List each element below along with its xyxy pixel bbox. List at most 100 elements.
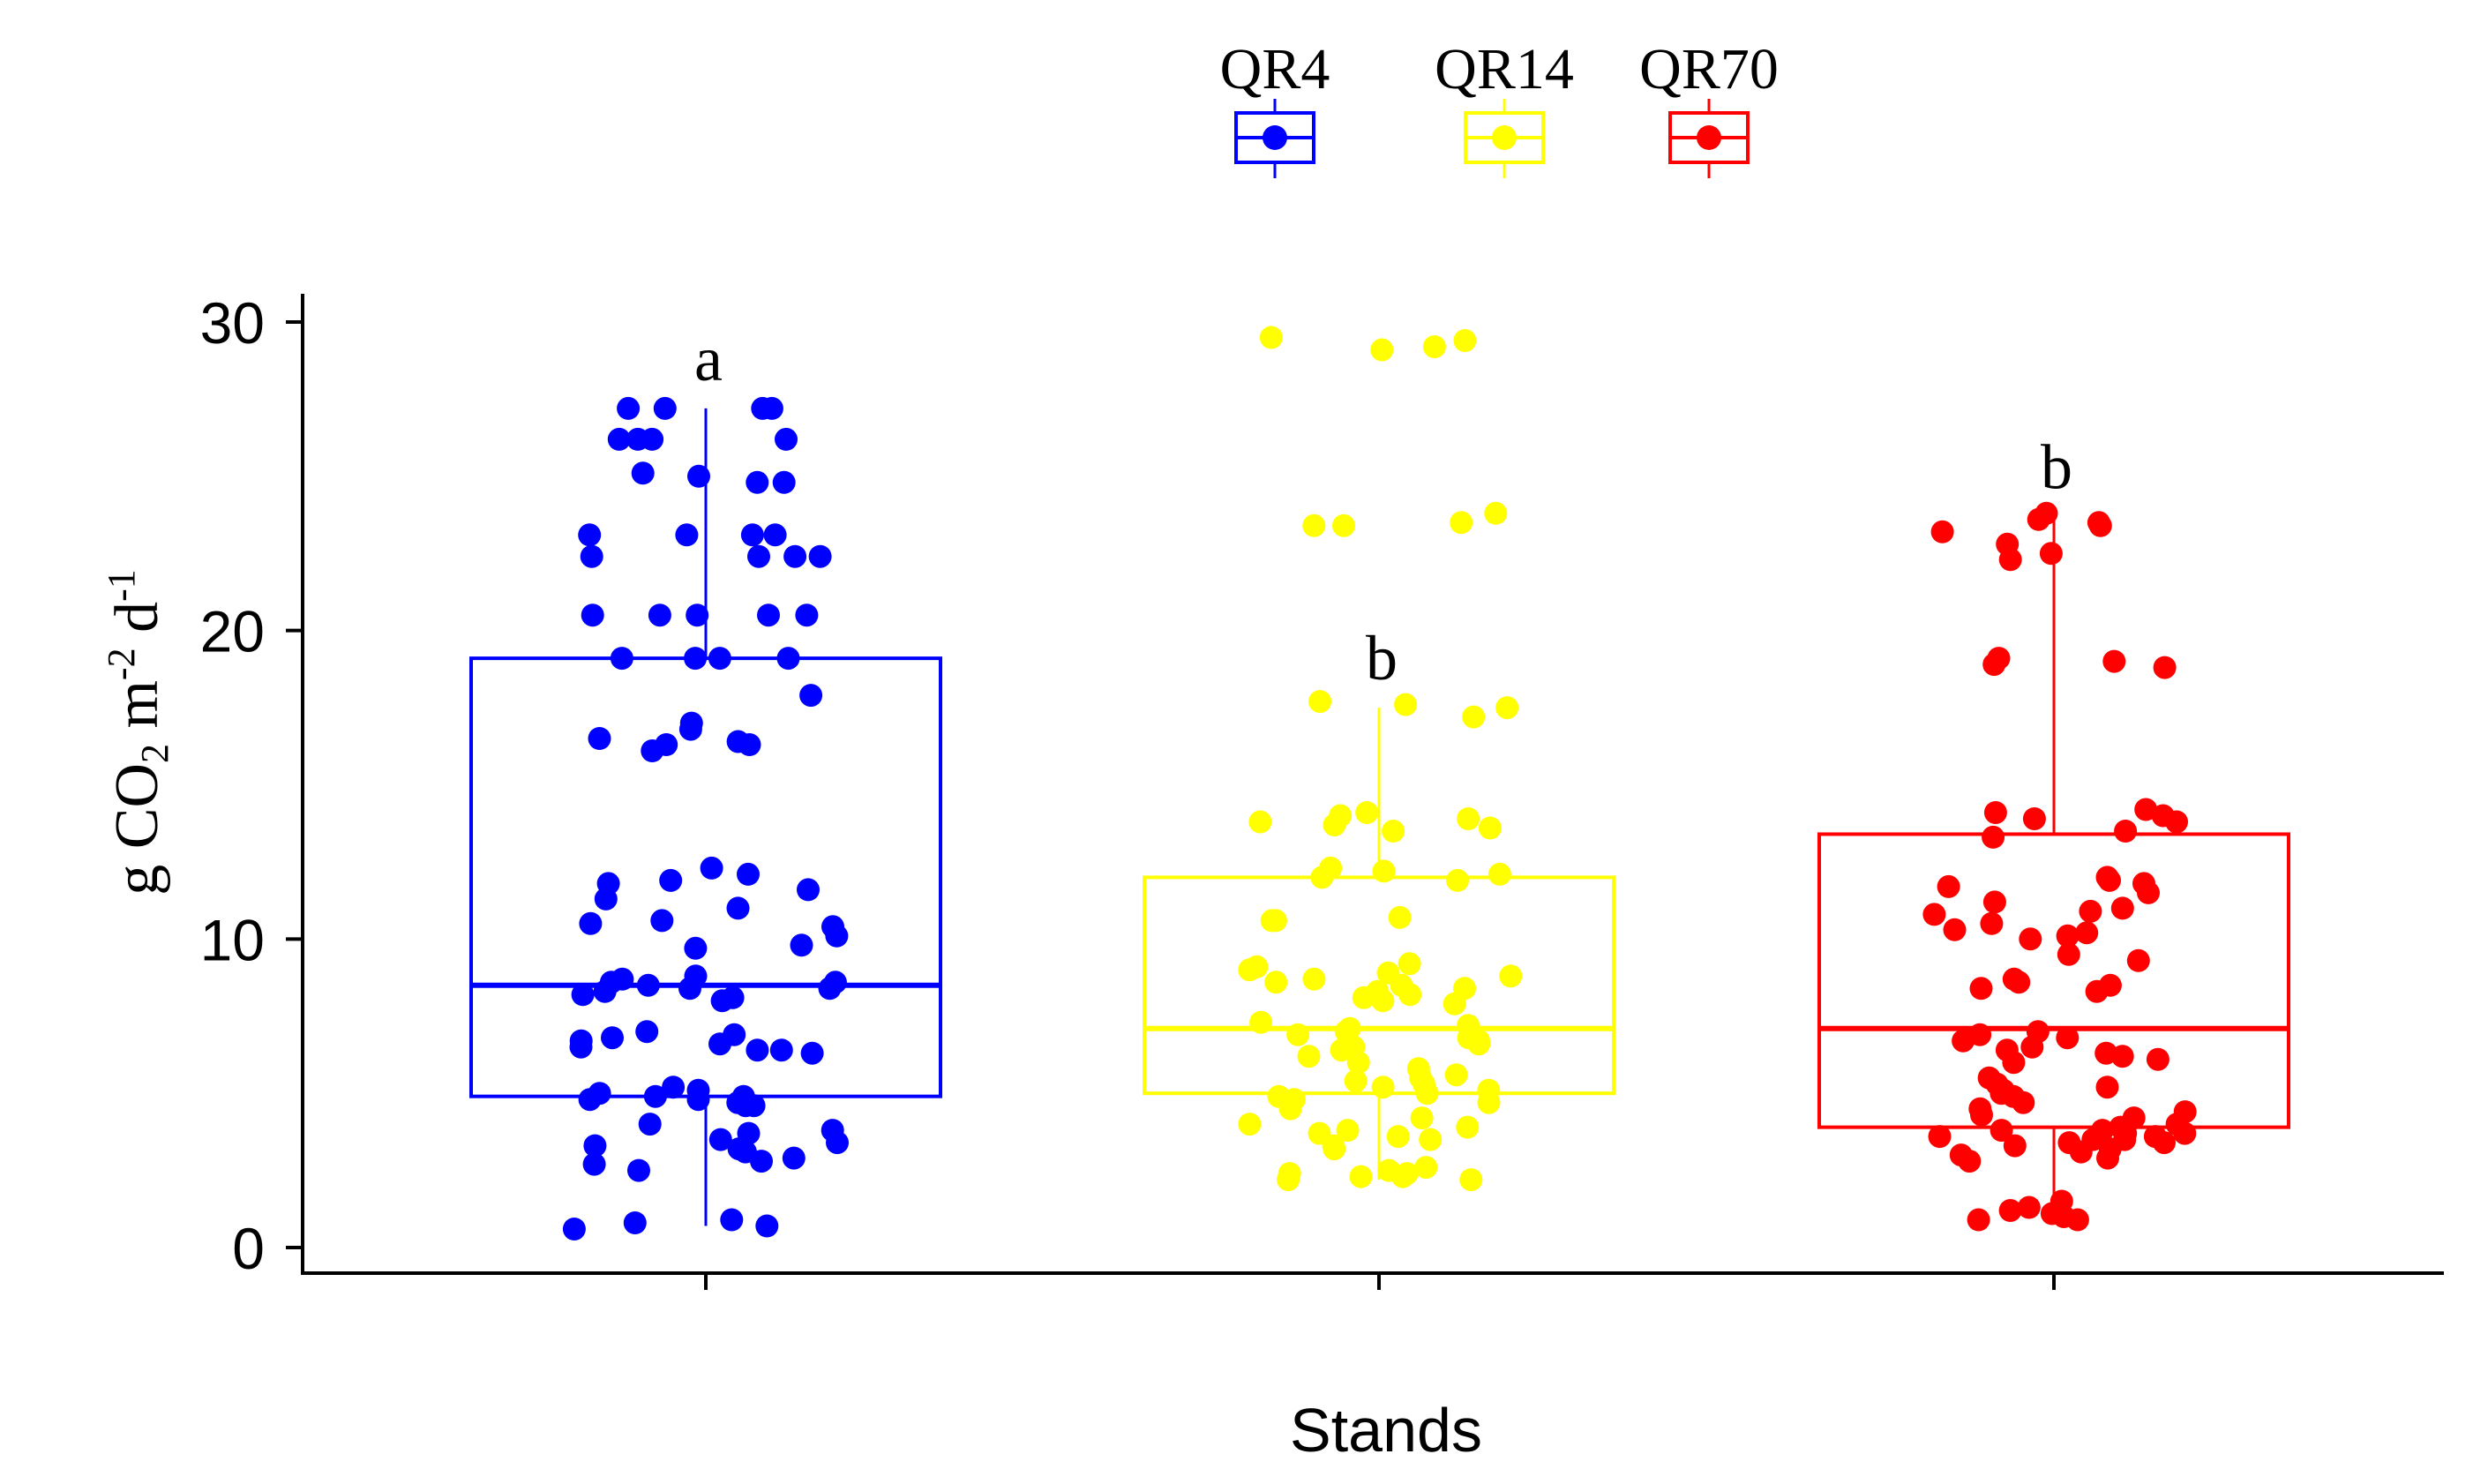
data-point (750, 1150, 773, 1173)
data-point (720, 1208, 744, 1232)
data-point (2007, 971, 2031, 994)
data-point (581, 603, 604, 627)
data-point (1238, 1113, 1262, 1136)
significance-letter: b (1366, 623, 1398, 693)
data-point (734, 1094, 758, 1118)
data-point (659, 868, 683, 892)
data-point (1391, 1165, 1414, 1188)
data-point (2065, 1208, 2089, 1232)
data-point (1371, 1076, 1395, 1099)
legend-label: QR70 (1639, 37, 1779, 101)
data-point (648, 603, 671, 627)
data-point (755, 1214, 779, 1238)
data-point (2102, 649, 2126, 673)
data-point (1928, 1125, 1952, 1149)
data-point (1297, 1045, 1321, 1068)
data-point (740, 523, 764, 547)
data-point (569, 1035, 593, 1059)
y-axis-title-unit2: d (103, 602, 171, 648)
x-axis-title: Stands (1290, 1396, 1482, 1465)
data-point (1302, 513, 1326, 537)
data-point (636, 973, 660, 997)
data-point (1238, 958, 1262, 982)
data-point (708, 1032, 731, 1056)
data-point (2002, 1051, 2026, 1075)
data-point (1352, 986, 1375, 1009)
data-point (588, 727, 611, 750)
data-point (1346, 1051, 1370, 1075)
data-point (1394, 693, 1418, 716)
data-point (662, 1076, 686, 1099)
data-point (1415, 1082, 1439, 1106)
data-point (1370, 338, 1394, 362)
data-point (1982, 653, 2006, 677)
y-axis-title-sup1: -2 (100, 648, 143, 680)
data-point (1414, 1156, 1438, 1180)
data-point (1259, 326, 1283, 349)
data-point (2095, 1076, 2119, 1099)
data-point (1958, 1150, 1982, 1173)
data-point (2110, 1045, 2134, 1068)
data-point (1450, 511, 1473, 535)
box-iqr (1817, 832, 2290, 1129)
data-point (562, 1218, 586, 1240)
legend-label: QR14 (1435, 37, 1574, 101)
data-point (1982, 890, 2006, 914)
data-point (2075, 921, 2099, 945)
data-point (800, 1041, 824, 1065)
y-axis-title-sup2: -1 (100, 569, 143, 602)
data-point (747, 544, 770, 568)
series-qr70: b (1817, 431, 2290, 1232)
data-point (826, 1131, 849, 1155)
data-point (808, 544, 832, 568)
data-point (1446, 868, 1469, 892)
data-point (641, 739, 664, 762)
data-point (795, 603, 819, 627)
data-point (1249, 1010, 1273, 1034)
data-point (2126, 948, 2150, 972)
data-point (607, 427, 631, 451)
data-point (1410, 1106, 1434, 1130)
data-point (1336, 1119, 1360, 1143)
data-point (650, 909, 674, 933)
data-point (686, 603, 709, 627)
data-point (799, 684, 823, 708)
data-point (686, 1088, 710, 1112)
data-point (760, 396, 783, 420)
data-point (1477, 1091, 1501, 1114)
data-point (1372, 859, 1396, 883)
data-point (2110, 896, 2134, 920)
data-point (2173, 1121, 2197, 1145)
data-point (1398, 952, 1421, 976)
data-point (579, 911, 603, 935)
data-point (1456, 1115, 1480, 1139)
data-point (580, 544, 603, 568)
data-point (1922, 903, 1946, 926)
data-point (2153, 656, 2177, 679)
data-point (593, 979, 617, 1003)
data-point (1302, 967, 1326, 991)
data-point (1443, 992, 1466, 1016)
data-point (2019, 927, 2042, 951)
data-point (763, 523, 787, 547)
data-point (1386, 1125, 1410, 1149)
significance-letter: b (2041, 431, 2072, 502)
data-point (1990, 1119, 2013, 1143)
data-point (1330, 1038, 1353, 1062)
data-point (772, 470, 796, 494)
data-point (1398, 983, 1422, 1007)
data-point (775, 427, 798, 451)
data-point (643, 1084, 667, 1108)
data-point (1344, 1069, 1368, 1093)
data-point (578, 523, 602, 547)
data-point (1260, 909, 1284, 933)
data-point (1952, 1029, 1975, 1053)
data-point (708, 1128, 732, 1151)
data-point (627, 1158, 650, 1182)
data-point (1419, 1128, 1443, 1151)
y-axis-title-unit1: m (103, 680, 171, 744)
plot-series: a b b (469, 324, 2290, 1240)
data-point (776, 647, 800, 671)
data-point (818, 977, 842, 1001)
